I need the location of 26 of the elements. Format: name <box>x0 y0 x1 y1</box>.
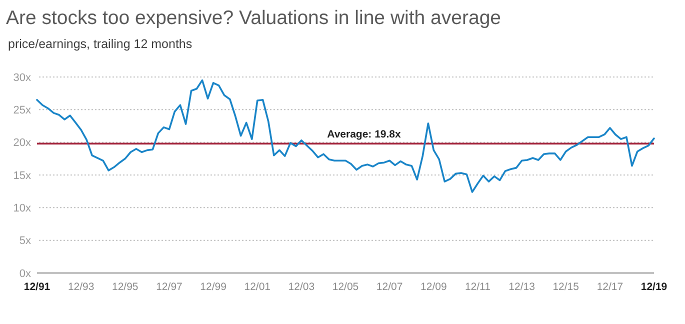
x-tick-label: 12/07 <box>376 281 403 293</box>
y-tick-label: 15x <box>13 170 32 182</box>
x-tick-label: 12/05 <box>332 281 359 293</box>
x-tick-label: 12/91 <box>24 281 50 293</box>
x-tick-label: 12/11 <box>464 281 491 293</box>
ref-line-label: Average: 19.8x <box>327 128 402 141</box>
y-tick-label: 5x <box>19 235 32 248</box>
x-tick-label: 12/93 <box>68 281 94 293</box>
x-tick-label: 12/19 <box>640 281 668 293</box>
y-tick-label: 25x <box>13 104 32 117</box>
x-tick-label: 12/15 <box>552 281 580 293</box>
y-tick-label: 20x <box>13 137 32 150</box>
x-tick-label: 12/99 <box>200 281 227 293</box>
line-series <box>36 79 655 193</box>
x-tick-label: 12/03 <box>288 281 315 293</box>
y-tick-label: 0x <box>19 268 32 280</box>
x-tick-label: 12/17 <box>596 281 624 293</box>
x-tick-label: 12/95 <box>112 281 138 293</box>
x-tick-label: 12/97 <box>156 281 183 293</box>
chart-title: Are stocks too expensive? Valuations in line with average <box>6 7 502 29</box>
x-tick-label: 12/09 <box>420 281 447 293</box>
x-tick-label: 12/01 <box>244 281 271 293</box>
y-tick-label: 10x <box>13 202 32 215</box>
y-tick-label: 30x <box>13 72 32 84</box>
x-tick-label: 12/13 <box>508 281 536 293</box>
chart-subtitle: price/earnings, trailing 12 months <box>8 37 192 51</box>
